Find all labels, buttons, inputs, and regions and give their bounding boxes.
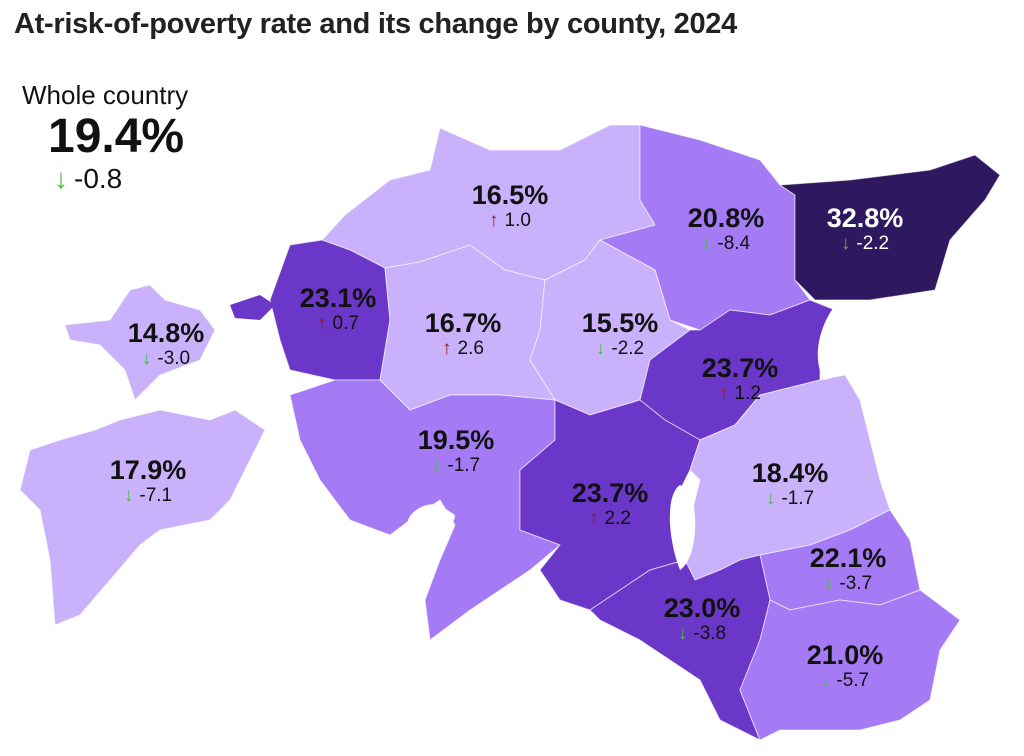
county-rate: 23.1% (299, 283, 377, 313)
whole-country-value: 19.4% (48, 110, 185, 163)
county-change: -2.2 (856, 233, 890, 254)
county-rate: 15.5% (581, 308, 659, 338)
whole-country-change: -0.8 (74, 163, 123, 194)
county-change: -1.7 (447, 455, 481, 476)
whole-country-label: Whole country (22, 80, 189, 110)
lake-vortsjarv (669, 485, 696, 570)
county-label: 16.5% ↑ 1.0 (472, 180, 549, 232)
arrow-down-icon: ↓ (141, 348, 152, 369)
county-change: -1.7 (781, 488, 815, 509)
arrow-down-icon: ↓ (54, 163, 68, 194)
county-rate: 19.5% (417, 425, 495, 455)
county-change: 1.2 (734, 383, 761, 404)
arrow-down-icon: ↓ (701, 233, 712, 254)
arrow-up-icon: ↑ (442, 338, 452, 359)
arrow-down-icon: ↓ (123, 485, 134, 506)
county-label: 16.7% ↑ 2.6 (425, 308, 502, 360)
parnu-bay (407, 504, 455, 535)
county-rate: 20.8% (687, 203, 765, 233)
arrow-up-icon: ↑ (719, 383, 729, 404)
county-rate: 23.7% (571, 478, 649, 508)
arrow-down-icon: ↓ (823, 573, 834, 594)
county-region-8 (64, 284, 216, 401)
arrow-down-icon: ↓ (765, 488, 776, 509)
county-rate: 14.8% (127, 318, 205, 348)
county-rate: 32.8% (826, 203, 904, 233)
county-change: -5.7 (836, 670, 870, 691)
county-rate: 16.5% (471, 180, 549, 210)
county-change: 2.6 (457, 338, 484, 359)
county-change: -8.4 (717, 233, 751, 254)
lake-peipus (817, 300, 960, 380)
county-change: -2.2 (611, 338, 645, 359)
county-label: 23.7% ↑ 2.2 (572, 478, 649, 530)
county-label: 18.4% ↓ -1.7 (752, 458, 829, 510)
arrow-down-icon: ↓ (595, 338, 606, 359)
arrow-down-icon: ↓ (431, 455, 442, 476)
county-change: -3.7 (839, 573, 873, 594)
county-rate: 16.7% (424, 308, 502, 338)
arrow-up-icon: ↑ (589, 508, 599, 529)
page-title: At-risk-of-poverty rate and its change b… (14, 8, 737, 40)
county-region-4-island (230, 295, 275, 320)
county-label: 15.5% ↓ -2.2 (582, 308, 659, 360)
county-label: 20.8% ↓ -8.4 (688, 203, 765, 255)
county-label: 21.0% ↓ -5.7 (807, 640, 884, 692)
county-rate: 23.0% (663, 593, 741, 623)
county-rate: 21.0% (806, 640, 884, 670)
county-change: -3.8 (693, 623, 727, 644)
county-region-9 (19, 409, 266, 626)
county-label: 17.9% ↓ -7.1 (110, 455, 187, 507)
county-change: 2.2 (604, 508, 631, 529)
arrow-down-icon: ↓ (840, 233, 851, 254)
county-label: 32.8% ↓ -2.2 (827, 203, 904, 255)
county-label: 23.0% ↓ -3.8 (664, 593, 741, 645)
county-label: 14.8% ↓ -3.0 (128, 318, 205, 370)
arrow-down-icon: ↓ (677, 623, 688, 644)
whole-country-summary: Whole country 19.4% ↓ -0.8 (22, 80, 188, 195)
county-region-15 (739, 589, 961, 741)
county-rate: 23.7% (701, 353, 779, 383)
county-rate: 18.4% (751, 458, 829, 488)
county-label: 23.7% ↑ 1.2 (702, 353, 779, 405)
arrow-up-icon: ↑ (489, 210, 499, 231)
county-change: 0.7 (332, 313, 359, 334)
county-change: 1.0 (504, 210, 531, 231)
county-change: -3.0 (157, 348, 191, 369)
county-rate: 17.9% (109, 455, 187, 485)
county-label: 22.1% ↓ -3.7 (810, 543, 887, 595)
arrow-down-icon: ↓ (820, 670, 831, 691)
county-change: -7.1 (139, 485, 173, 506)
county-label: 23.1% ↑ 0.7 (300, 283, 377, 335)
arrow-up-icon: ↑ (317, 313, 327, 334)
county-region-3 (778, 154, 1001, 301)
county-label: 19.5% ↓ -1.7 (418, 425, 495, 477)
county-rate: 22.1% (809, 543, 887, 573)
